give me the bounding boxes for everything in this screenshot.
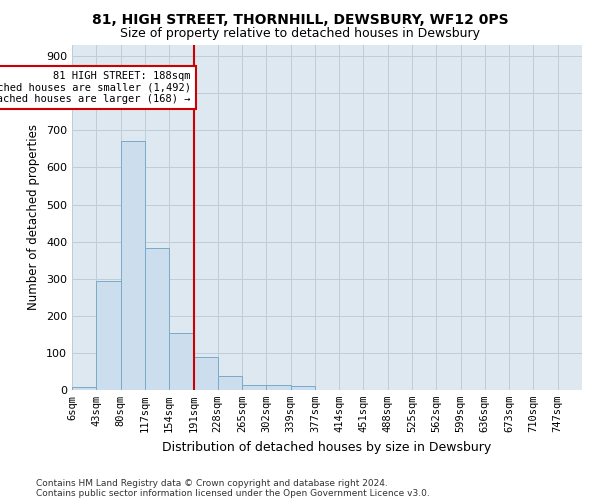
Bar bbox=[193, 356, 218, 390]
Bar bbox=[96, 280, 121, 390]
Text: Size of property relative to detached houses in Dewsbury: Size of property relative to detached ho… bbox=[120, 28, 480, 40]
Bar bbox=[121, 142, 145, 390]
Bar bbox=[169, 333, 193, 390]
Text: 81, HIGH STREET, THORNHILL, DEWSBURY, WF12 0PS: 81, HIGH STREET, THORNHILL, DEWSBURY, WF… bbox=[92, 12, 508, 26]
Bar bbox=[145, 248, 169, 390]
X-axis label: Distribution of detached houses by size in Dewsbury: Distribution of detached houses by size … bbox=[163, 440, 491, 454]
Y-axis label: Number of detached properties: Number of detached properties bbox=[28, 124, 40, 310]
Text: Contains public sector information licensed under the Open Government Licence v3: Contains public sector information licen… bbox=[36, 488, 430, 498]
Bar bbox=[290, 386, 315, 390]
Text: Contains HM Land Registry data © Crown copyright and database right 2024.: Contains HM Land Registry data © Crown c… bbox=[36, 478, 388, 488]
Text: 81 HIGH STREET: 188sqm
← 89% of detached houses are smaller (1,492)
10% of semi-: 81 HIGH STREET: 188sqm ← 89% of detached… bbox=[0, 71, 191, 104]
Bar bbox=[218, 376, 242, 390]
Bar bbox=[72, 388, 96, 390]
Bar bbox=[242, 385, 266, 390]
Bar bbox=[266, 385, 290, 390]
